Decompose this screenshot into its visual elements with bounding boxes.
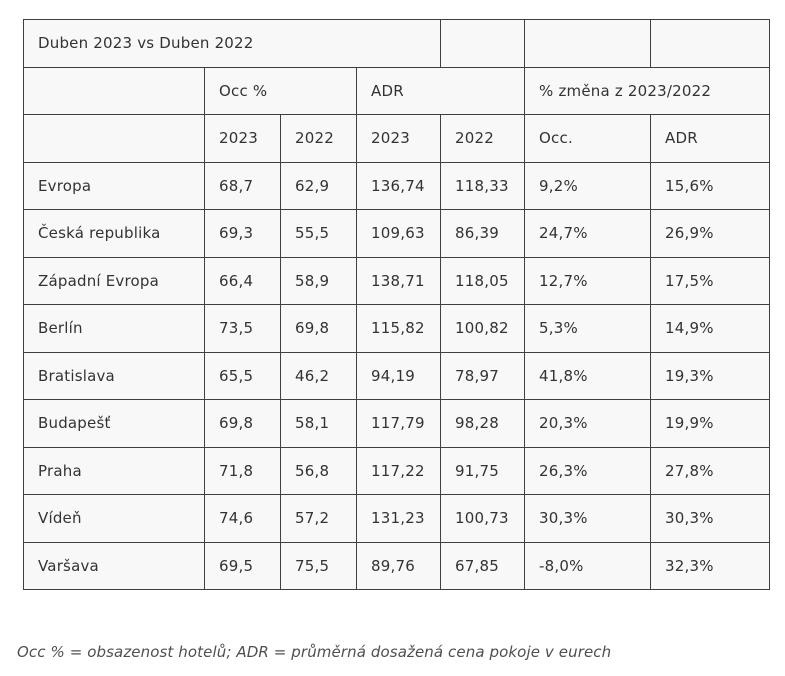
cell-change-occ: 26,3% xyxy=(524,446,652,495)
cell-change-adr: 27,8% xyxy=(650,446,771,495)
table-row: Česká republika 69,3 55,5 109,63 86,39 2… xyxy=(23,209,771,258)
cell-change-adr: 15,6% xyxy=(650,161,771,210)
cell-change-occ: 12,7% xyxy=(524,256,652,305)
table-row: Bratislava 65,5 46,2 94,19 78,97 41,8% 1… xyxy=(23,351,771,400)
cell-change-adr: 17,5% xyxy=(650,256,771,305)
cell-occ-2022: 58,1 xyxy=(280,399,357,448)
cell-change-occ: 5,3% xyxy=(524,304,652,353)
table-row: Budapešť 69,8 58,1 117,79 98,28 20,3% 19… xyxy=(23,399,771,448)
cell-occ-2022: 57,2 xyxy=(280,494,357,543)
cell-adr-2022: 100,73 xyxy=(440,494,526,543)
cell-change-occ: 24,7% xyxy=(524,209,652,258)
empty-cell xyxy=(23,66,205,115)
cell-occ-2022: 62,9 xyxy=(280,161,357,210)
group-header-row: Occ % ADR % změna z 2023/2022 xyxy=(23,66,771,115)
cell-adr-2022: 98,28 xyxy=(440,399,526,448)
cell-adr-2022: 67,85 xyxy=(440,541,526,590)
group-header-adr: ADR xyxy=(355,66,526,115)
table-row: Berlín 73,5 69,8 115,82 100,82 5,3% 14,9… xyxy=(23,304,771,353)
cell-occ-2022: 55,5 xyxy=(280,209,357,258)
row-label: Česká republika xyxy=(23,209,205,258)
cell-occ-2022: 46,2 xyxy=(280,351,357,400)
cell-adr-2023: 89,76 xyxy=(355,541,442,590)
cell-occ-2023: 74,6 xyxy=(204,494,281,543)
cell-adr-2023: 117,79 xyxy=(355,399,442,448)
row-label: Bratislava xyxy=(23,351,205,400)
group-header-change: % změna z 2023/2022 xyxy=(524,66,771,115)
cell-change-occ: 20,3% xyxy=(524,399,652,448)
cell-adr-2022: 100,82 xyxy=(440,304,526,353)
cell-change-adr: 32,3% xyxy=(650,541,771,590)
cell-change-adr: 19,3% xyxy=(650,351,771,400)
cell-adr-2023: 131,23 xyxy=(355,494,442,543)
row-label: Berlín xyxy=(23,304,205,353)
cell-adr-2023: 94,19 xyxy=(355,351,442,400)
cell-occ-2023: 69,5 xyxy=(204,541,281,590)
row-label: Praha xyxy=(23,446,205,495)
table-row: Vídeň 74,6 57,2 131,23 100,73 30,3% 30,3… xyxy=(23,494,771,543)
row-label: Budapešť xyxy=(23,399,205,448)
sub-header-adr-2023: 2023 xyxy=(355,114,442,163)
sub-header-change-occ: Occ. xyxy=(524,114,652,163)
cell-adr-2022: 86,39 xyxy=(440,209,526,258)
cell-adr-2023: 109,63 xyxy=(355,209,442,258)
cell-occ-2023: 69,3 xyxy=(204,209,281,258)
cell-change-occ: 41,8% xyxy=(524,351,652,400)
hotel-stats-table: Duben 2023 vs Duben 2022 Occ % ADR % změ… xyxy=(22,19,771,590)
cell-adr-2023: 138,71 xyxy=(355,256,442,305)
cell-occ-2022: 69,8 xyxy=(280,304,357,353)
cell-occ-2023: 66,4 xyxy=(204,256,281,305)
sub-header-occ-2022: 2022 xyxy=(280,114,357,163)
table-row: Západní Evropa 66,4 58,9 138,71 118,05 1… xyxy=(23,256,771,305)
cell-change-adr: 14,9% xyxy=(650,304,771,353)
cell-change-adr: 30,3% xyxy=(650,494,771,543)
cell-adr-2022: 118,05 xyxy=(440,256,526,305)
cell-occ-2022: 56,8 xyxy=(280,446,357,495)
cell-adr-2022: 78,97 xyxy=(440,351,526,400)
cell-adr-2023: 136,74 xyxy=(355,161,442,210)
table-row: Praha 71,8 56,8 117,22 91,75 26,3% 27,8% xyxy=(23,446,771,495)
cell-occ-2022: 58,9 xyxy=(280,256,357,305)
cell-occ-2023: 68,7 xyxy=(204,161,281,210)
cell-occ-2023: 65,5 xyxy=(204,351,281,400)
cell-change-adr: 26,9% xyxy=(650,209,771,258)
sub-header-adr-2022: 2022 xyxy=(440,114,526,163)
empty-cell xyxy=(440,19,526,68)
cell-change-occ: 9,2% xyxy=(524,161,652,210)
empty-cell xyxy=(524,19,652,68)
sub-header-occ-2023: 2023 xyxy=(204,114,281,163)
sub-header-change-adr: ADR xyxy=(650,114,771,163)
cell-occ-2023: 69,8 xyxy=(204,399,281,448)
table-row: Varšava 69,5 75,5 89,76 67,85 -8,0% 32,3… xyxy=(23,541,771,590)
footnote: Occ % = obsazenost hotelů; ADR = průměrn… xyxy=(17,643,612,661)
empty-cell xyxy=(23,114,205,163)
cell-adr-2022: 91,75 xyxy=(440,446,526,495)
cell-change-occ: -8,0% xyxy=(524,541,652,590)
cell-adr-2023: 117,22 xyxy=(355,446,442,495)
row-label: Vídeň xyxy=(23,494,205,543)
group-header-occ: Occ % xyxy=(204,66,357,115)
row-label: Evropa xyxy=(23,161,205,210)
cell-change-adr: 19,9% xyxy=(650,399,771,448)
cell-occ-2023: 71,8 xyxy=(204,446,281,495)
row-label: Západní Evropa xyxy=(23,256,205,305)
cell-adr-2023: 115,82 xyxy=(355,304,442,353)
row-label: Varšava xyxy=(23,541,205,590)
empty-cell xyxy=(650,19,771,68)
table-title-row: Duben 2023 vs Duben 2022 xyxy=(22,19,771,68)
cell-adr-2022: 118,33 xyxy=(440,161,526,210)
table-row: Evropa 68,7 62,9 136,74 118,33 9,2% 15,6… xyxy=(23,161,771,210)
cell-occ-2023: 73,5 xyxy=(204,304,281,353)
table-title: Duben 2023 vs Duben 2022 xyxy=(22,19,442,68)
cell-occ-2022: 75,5 xyxy=(280,541,357,590)
sub-header-row: 2023 2022 2023 2022 Occ. ADR xyxy=(23,114,771,163)
cell-change-occ: 30,3% xyxy=(524,494,652,543)
